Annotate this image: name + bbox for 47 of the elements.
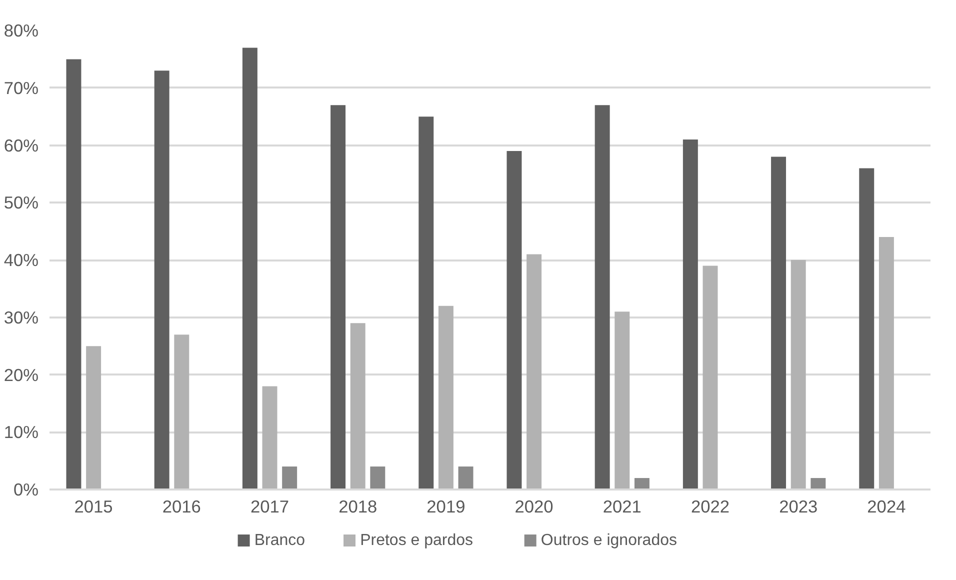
bar [810,478,826,490]
bar [174,334,190,490]
x-tick-label: 2018 [338,496,378,516]
x-tick-label: 2017 [250,496,290,516]
x-tick-label: 2021 [602,496,642,516]
bar [634,478,650,490]
x-tick-label: 2020 [514,496,554,516]
bar [702,266,718,490]
bar [790,260,806,490]
y-tick-label: 40% [4,250,39,270]
bar [330,105,346,490]
legend-label: Branco [254,532,306,549]
bar [859,168,874,490]
x-tick-label: 2016 [162,496,201,516]
y-tick-label: 10% [4,422,39,442]
bar [878,237,894,490]
x-tick-label: 2023 [779,496,818,516]
legend-label: Outros e ignorados [540,532,677,549]
y-tick-label: 80% [4,20,39,40]
bar [242,48,258,490]
bar [682,140,698,490]
bar [154,70,170,490]
x-tick-label: 2015 [74,496,113,516]
y-tick-label: 20% [4,364,39,385]
x-tick-label: 2024 [867,496,906,516]
bar [771,156,786,490]
y-tick-label: 50% [4,192,39,213]
y-tick-label: 60% [4,135,39,156]
legend-label: Pretos e pardos [360,532,474,549]
bar [262,386,278,490]
bar [458,466,474,490]
bar [370,466,386,490]
bar [594,105,610,490]
x-tick-label: 2022 [690,496,730,516]
y-tick-label: 70% [4,78,39,98]
bar [282,466,298,490]
y-tick-label: 30% [4,307,39,328]
bar [526,254,542,490]
x-tick-label: 2019 [426,496,466,516]
bar [350,323,366,490]
bar [418,116,434,490]
bar [438,306,454,490]
bar [66,59,82,490]
bar [86,346,102,490]
bar [614,312,630,490]
bar [506,150,522,490]
y-tick-label: 0% [13,480,38,500]
